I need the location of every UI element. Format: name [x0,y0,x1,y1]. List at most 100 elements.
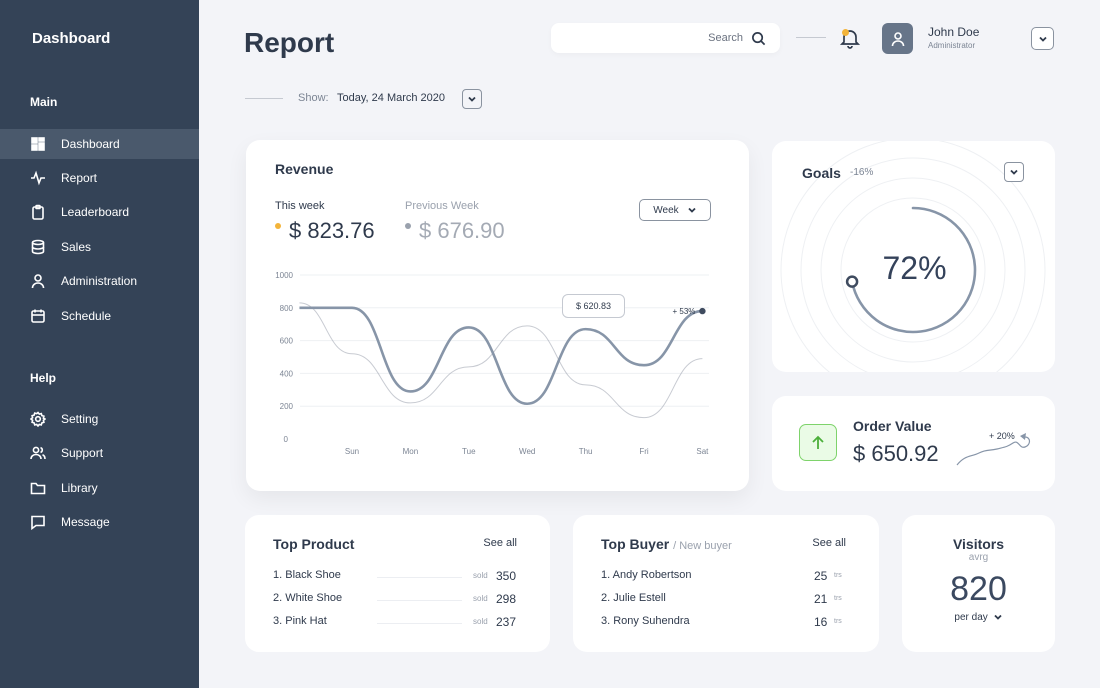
brand-title: Dashboard [32,30,111,47]
sold-count: 237 [496,615,517,629]
x-tick-label: Sun [345,447,359,456]
buyer-name: 1. Andy Robertson [601,569,692,581]
row-divider [377,577,462,578]
top-product-title: Top Product [273,536,355,552]
top-buyer-title: Top Buyer / New buyer [601,536,732,552]
period-select[interactable]: Week [639,199,711,221]
product-name: 3. Pink Hat [273,615,327,627]
ring [840,197,986,343]
this-week-value: $ 823.76 [289,218,375,243]
sidebar-item-dashboard[interactable]: Dashboard [0,129,199,159]
transaction-count: 16 [814,615,828,629]
search-icon[interactable] [751,31,766,46]
top-product-see-all-link[interactable]: See all [483,537,517,549]
visitors-period-label: per day [954,612,988,623]
sidebar-item-message[interactable]: Message [0,507,199,537]
chevron-down-icon [1038,36,1047,42]
folder-icon [30,480,46,496]
visitors-card: Visitors avrg 820 per day [902,515,1055,652]
previous-week-legend-dot [405,223,411,229]
sidebar-item-label: Sales [61,240,92,254]
sidebar-item-label: Library [61,481,98,495]
series-line-this-week [299,306,703,406]
top-buyer-title-text: Top Buyer [601,536,670,552]
chevron-down-icon [1010,169,1018,175]
message-icon [30,514,46,530]
transaction-count: 21 [814,592,828,606]
database-icon [30,239,46,255]
user-role: Administrator [928,41,976,50]
ring [820,177,1006,363]
notification-dot [842,29,849,36]
transaction-count: 25 [814,569,828,583]
previous-week-label: Previous Week [405,200,479,212]
section-label-help: Help [30,371,57,385]
sidebar-item-schedule[interactable]: Schedule [0,301,199,331]
buyer-name: 2. Julie Estell [601,592,666,604]
goals-menu-toggle[interactable] [1004,162,1024,182]
y-tick-label: 400 [280,369,294,378]
page-title: Report [244,27,335,58]
gear-icon [30,411,46,427]
search-input[interactable] [603,32,743,44]
order-sparkline [956,433,1031,466]
sidebar-item-administration[interactable]: Administration [0,266,199,296]
x-tick-label: Thu [579,447,593,456]
list-item: 1. Black Shoe sold 350 [273,569,523,585]
list-item: 2. Julie Estell 21 trs [601,592,851,608]
ring [800,157,1026,372]
avatar[interactable] [882,23,913,54]
y-tick-label: 200 [280,402,294,411]
arrow-up-icon [812,435,824,449]
sidebar-item-label: Report [61,171,98,185]
top-buyer-card: Top Buyer / New buyer See all 1. Andy Ro… [573,515,879,652]
sold-label: sold [473,594,488,603]
y-tick-label: 1000 [275,271,293,280]
users-icon [30,445,46,461]
sold-count: 350 [496,569,517,583]
sidebar-item-support[interactable]: Support [0,438,199,468]
activity-icon [30,170,46,186]
calendar-icon [30,308,46,324]
sidebar-item-label: Leaderboard [61,205,130,219]
end-delta-label: + 53% [672,307,695,316]
sold-label: sold [473,617,488,626]
sidebar-item-report[interactable]: Report [0,163,199,193]
list-item: 1. Andy Robertson 25 trs [601,569,851,585]
top-buyer-see-all-link[interactable]: See all [812,537,846,549]
ring [780,141,1046,372]
top-product-card: Top Product See all 1. Black Shoe sold 3… [245,515,550,652]
goals-progress-knob [845,275,859,288]
user-icon [30,273,46,289]
notification-button[interactable] [838,27,862,49]
sidebar-item-sales[interactable]: Sales [0,232,199,262]
date-selector-toggle[interactable] [462,89,482,109]
order-value-delta: + 20% [989,431,1015,441]
sidebar-item-library[interactable]: Library [0,473,199,503]
chevron-down-icon [468,96,476,102]
user-icon [891,31,904,46]
sidebar-item-setting[interactable]: Setting [0,404,199,434]
buyer-name: 3. Rony Suhendra [601,615,690,627]
header-divider [796,37,826,38]
order-value-title: Order Value [853,418,932,434]
y-tick-label: 0 [284,435,289,444]
user-menu-toggle[interactable] [1031,27,1054,50]
product-name: 1. Black Shoe [273,569,341,581]
this-week-label: This week [275,200,325,212]
x-tick-label: Fri [639,447,649,456]
grid-icon [30,136,46,152]
sidebar-item-leaderboard[interactable]: Leaderboard [0,197,199,227]
list-item: 3. Pink Hat sold 237 [273,615,523,631]
series-end-point [699,307,706,315]
chevron-down-icon [688,207,696,213]
sidebar: Dashboard Main Dashboard Report Leaderbo… [0,0,199,688]
top-buyer-subtitle[interactable]: / New buyer [673,540,732,552]
previous-week-value: $ 676.90 [419,218,505,243]
trend-up-badge [799,424,837,461]
x-tick-label: Tue [462,447,476,456]
visitors-period-select[interactable]: per day [902,612,1055,623]
sidebar-item-label: Message [61,515,110,529]
y-tick-label: 600 [280,337,294,346]
